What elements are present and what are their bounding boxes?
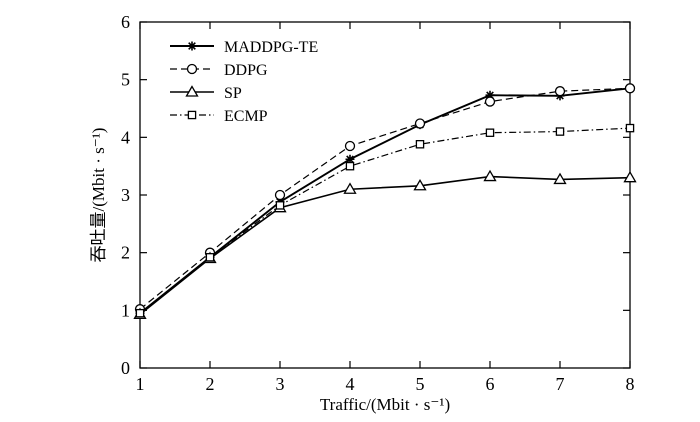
data-point-ecmp — [135, 308, 145, 318]
y-tick-label: 4 — [121, 127, 130, 147]
x-tick-label: 6 — [486, 374, 495, 394]
x-tick-label: 1 — [136, 374, 145, 394]
series-sp — [133, 169, 637, 320]
x-tick-label: 4 — [346, 374, 355, 394]
y-tick-label: 5 — [121, 70, 130, 90]
legend-marker-ddpg — [186, 63, 198, 75]
series-maddpg-te — [135, 83, 635, 318]
x-axis-label: Traffic/(Mbit · s⁻¹) — [320, 395, 450, 414]
series-line-ddpg — [139, 87, 631, 310]
data-point-ecmp — [485, 128, 495, 137]
y-axis-label: 吞吐量/(Mbit · s⁻¹) — [89, 128, 108, 263]
axes — [139, 21, 631, 369]
legend-item-ecmp: ECMP — [170, 108, 268, 125]
legend-item-sp: SP — [170, 85, 242, 102]
data-point-ecmp — [625, 123, 635, 133]
data-point-sp — [483, 169, 497, 182]
data-point-ddpg — [484, 96, 496, 107]
legend-label-ddpg: DDPG — [224, 62, 268, 79]
data-point-maddpg-te — [345, 154, 355, 164]
x-tick-label: 5 — [416, 374, 425, 394]
data-point-sp — [553, 172, 567, 185]
y-tick-label: 3 — [121, 185, 130, 205]
y-tick-label: 1 — [121, 300, 130, 320]
data-point-ddpg — [414, 118, 426, 129]
data-point-sp — [623, 170, 637, 183]
series-line-sp — [139, 175, 631, 315]
legend-marker-sp — [185, 85, 199, 97]
plot-frame — [139, 21, 631, 369]
data-point-sp — [343, 182, 357, 194]
legend-label-ecmp: ECMP — [224, 108, 268, 125]
x-tick-label: 3 — [276, 374, 285, 394]
y-tick-label: 2 — [121, 243, 130, 263]
series-lines — [133, 83, 637, 320]
legend-label-sp: SP — [224, 85, 242, 102]
data-point-ddpg — [624, 83, 636, 94]
series-ddpg — [134, 83, 636, 315]
series-line-ecmp — [139, 127, 631, 314]
x-tick-label: 7 — [556, 374, 565, 394]
x-tick-label: 2 — [206, 374, 215, 394]
y-tick-label: 6 — [121, 12, 130, 32]
legend: MADDPG-TE DDPG SP ECMP — [170, 39, 318, 125]
data-point-sp — [413, 178, 427, 191]
data-point-ecmp — [555, 127, 565, 136]
data-point-ecmp — [205, 253, 215, 262]
data-point-maddpg-te — [485, 90, 495, 100]
data-point-ddpg — [344, 140, 356, 152]
legend-marker-ecmp — [187, 110, 197, 120]
data-point-ddpg — [554, 86, 566, 97]
legend-label-maddpg-te: MADDPG-TE — [224, 39, 318, 56]
legend-marker-maddpg-te — [187, 41, 197, 51]
data-point-ecmp — [275, 201, 285, 210]
series-ecmp — [135, 123, 635, 318]
x-tick-label: 8 — [626, 374, 635, 394]
data-point-ecmp — [415, 140, 425, 149]
legend-item-ddpg: DDPG — [170, 62, 268, 79]
y-tick-label: 0 — [121, 358, 130, 378]
legend-item-maddpg-te: MADDPG-TE — [170, 39, 318, 56]
series-line-maddpg-te — [139, 87, 631, 314]
data-point-ddpg — [274, 189, 286, 201]
data-point-ecmp — [345, 161, 355, 171]
